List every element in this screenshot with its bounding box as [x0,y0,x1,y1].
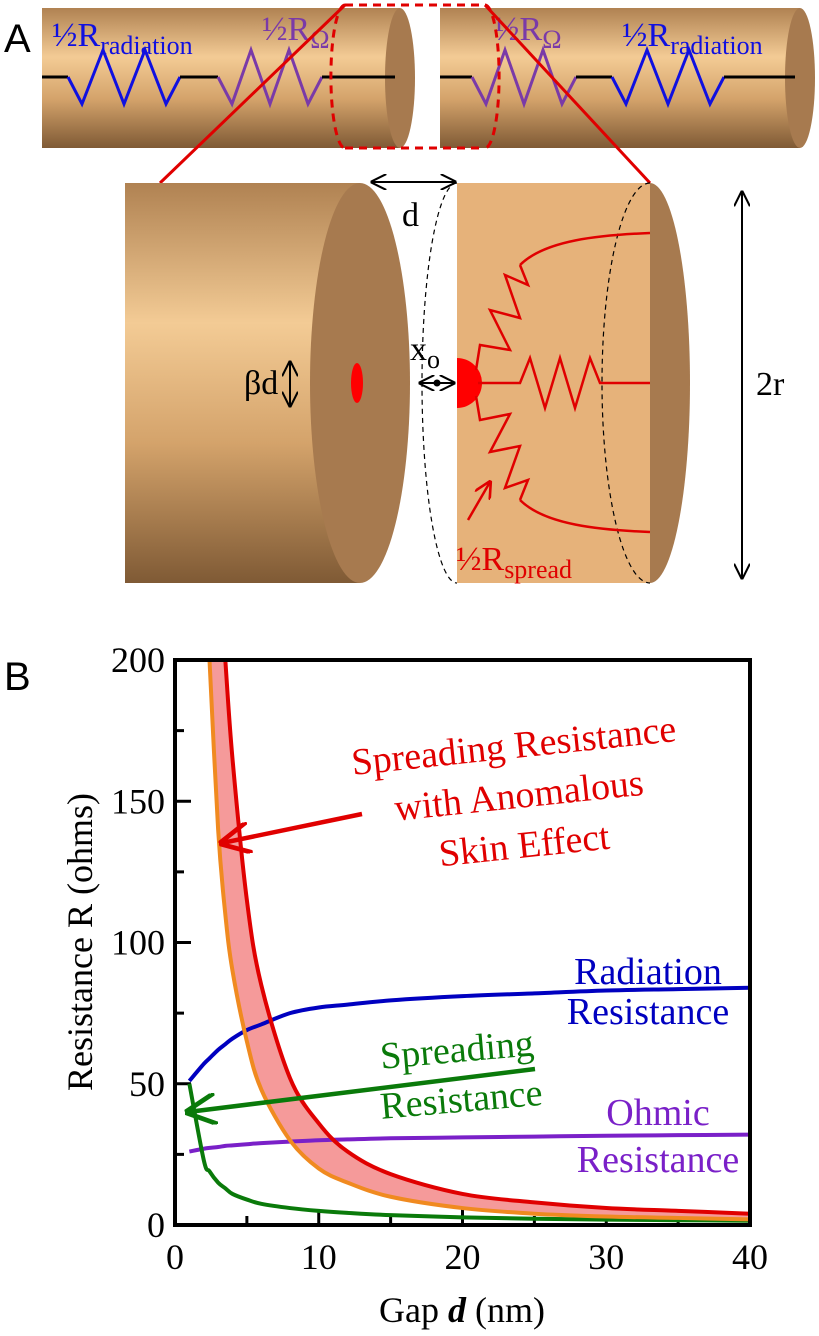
annotation-text: Ohmic [606,1092,709,1134]
series-line [187,985,750,1083]
zoom-box [158,3,652,185]
hot-spot [351,363,363,403]
series-line [207,660,750,1222]
series-line [187,1083,750,1223]
x-tick-label: 0 [166,1237,184,1277]
resistor [216,45,324,109]
cylinder-end [650,183,690,583]
series-line [188,1132,750,1154]
panel-label: B [4,655,31,699]
x-tick-label: 20 [445,1237,481,1277]
series-line [223,660,750,1216]
annotation-arrow [188,1066,536,1112]
diameter-label: 2r [756,366,785,403]
distance-dot [433,379,441,387]
hot-spot [457,358,482,408]
panel-label: A [4,17,31,61]
cylinder-end [785,8,815,148]
resistor [66,45,182,109]
x-tick-label: 10 [301,1237,337,1277]
y-tick-label: 200 [111,640,165,680]
y-axis-title: Resistance R (ohms) [60,793,100,1091]
spread-resistors [466,231,651,534]
annotation-text: Spreading [378,1022,535,1077]
y-tick-label: 50 [129,1064,165,1104]
annotation-arrow [222,811,363,843]
spread-label: ½Rspread [456,541,572,584]
x-tick-label: 40 [732,1237,768,1277]
panel-b: B Resistance R (ohms) Gap d (nm) 0501001… [4,640,768,1330]
distance-label: xo [410,331,440,374]
x-axis-title: Gap d (nm) [379,1290,545,1330]
cylinder-end [385,8,415,148]
annotation-text: Resistance [567,991,730,1033]
plot-area [187,660,750,1223]
annotation-text: Skin Effect [437,816,612,876]
y-tick-label: 100 [111,923,165,963]
plot-frame [173,658,752,1227]
gap-label: d [402,197,419,234]
y-tick-label: 150 [111,781,165,821]
spot-label: βd [244,365,278,402]
annotation-text: Resistance [577,1139,740,1181]
panel-a: A ½Rradiation ½RΩ ½RΩ ½Rradiation [4,3,815,584]
resistor-label: ½RΩ [494,11,562,54]
x-tick-label: 30 [588,1237,624,1277]
resistor-label: ½Rradiation [52,17,193,60]
resistor [470,45,578,109]
resistor [610,45,726,109]
resistor-label: ½Rradiation [622,17,763,60]
y-tick-label: 0 [147,1205,165,1245]
annotation-text: Radiation [574,951,722,993]
annotation: Ohmic Resistance [577,1092,740,1181]
